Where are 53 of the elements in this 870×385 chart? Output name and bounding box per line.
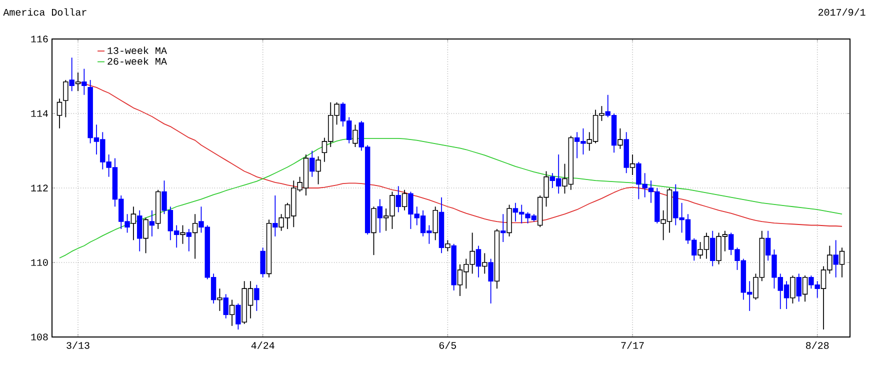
candlestick: [377, 198, 383, 234]
candlestick: [352, 124, 358, 148]
x-tick-label: 6/5: [439, 342, 456, 349]
candlestick: [223, 294, 228, 319]
y-tick-label: 116: [31, 36, 48, 42]
candlestick: [217, 288, 222, 312]
y-tick-label: 112: [31, 184, 48, 192]
candlestick: [796, 273, 802, 302]
candlestick: [445, 240, 450, 252]
candlestick: [229, 299, 235, 326]
candlestick: [618, 128, 623, 150]
x-tick-label: 7/17: [621, 342, 644, 349]
candlestick: [82, 68, 87, 96]
candlestick: [236, 303, 241, 330]
candlestick: [63, 80, 68, 118]
candlestick: [75, 72, 81, 92]
candlestick: [630, 154, 636, 176]
candlestick: [192, 214, 198, 260]
chart-title: America Dollar: [3, 8, 86, 16]
candlestick: [56, 98, 62, 129]
candlestick: [488, 258, 494, 304]
candlestick: [833, 240, 838, 278]
candlestick: [69, 57, 74, 92]
legend-label: 13-week MA: [108, 46, 167, 54]
candlestick: [839, 247, 845, 278]
candlestick: [476, 245, 482, 278]
candlestick: [310, 150, 315, 178]
candlestick: [149, 210, 155, 237]
y-tick-label: 110: [31, 259, 48, 266]
candlestick: [254, 284, 260, 312]
candlestick: [790, 275, 796, 304]
candlestick: [180, 224, 186, 244]
y-tick-label: 114: [31, 110, 48, 117]
x-tick-label: 3/13: [66, 342, 90, 349]
candlestick: [402, 189, 408, 211]
candlestick: [272, 195, 278, 237]
y-tick-label: 108: [31, 334, 48, 340]
candlestick: [130, 206, 136, 241]
candlestick: [396, 186, 402, 213]
candlestick: [136, 210, 142, 252]
x-tick-label: 8/28: [806, 342, 829, 349]
chart-subtitle: 2017/9/1: [818, 8, 866, 16]
candlestick: [186, 228, 192, 252]
x-tick-label: 4/24: [251, 342, 274, 349]
candlestick: [432, 206, 438, 241]
candlestick: [500, 214, 506, 242]
candlestick: [802, 275, 808, 302]
candlestick: [143, 217, 148, 254]
candlestick: [710, 230, 716, 267]
candlestick: [482, 252, 488, 274]
candlestick: [316, 156, 321, 185]
legend-label: 26-week MA: [108, 57, 167, 65]
candlestick: [260, 247, 266, 278]
